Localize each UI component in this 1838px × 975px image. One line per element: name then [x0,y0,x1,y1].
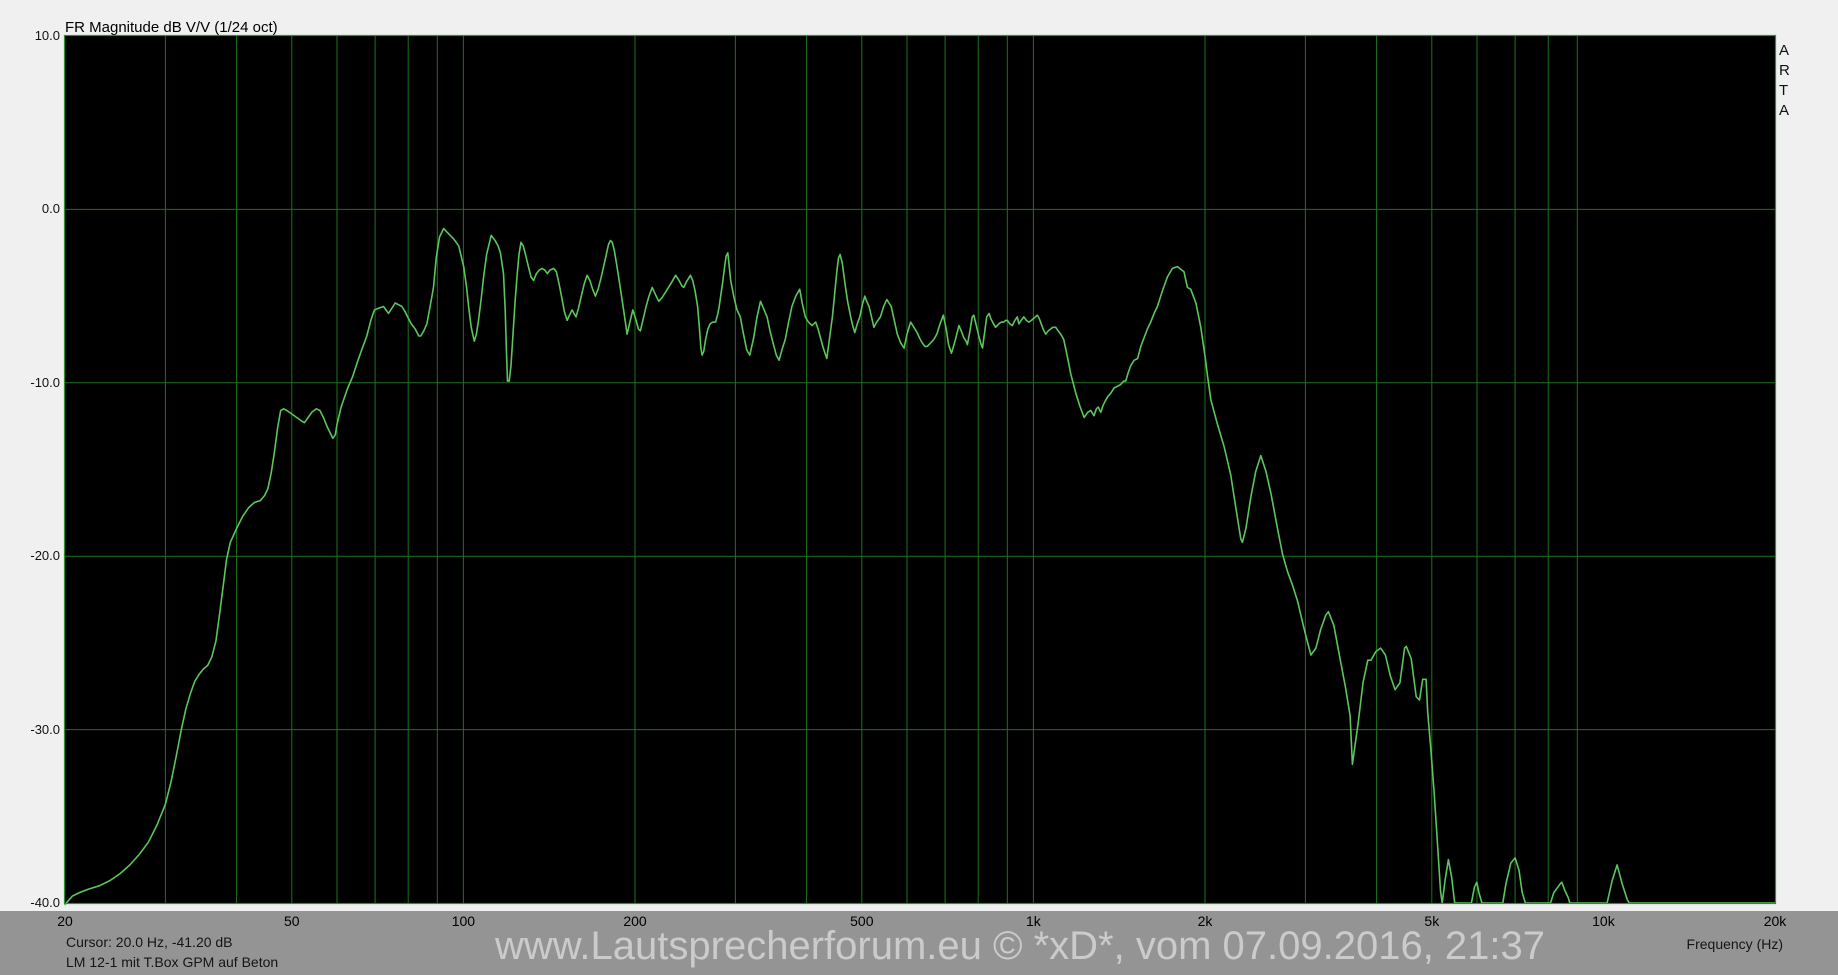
y-tick-label: -20.0 [30,548,60,564]
arta-letter: R [1779,62,1790,79]
x-tick-label: 100 [451,913,476,929]
watermark: www.Lautsprecherforum.eu © *xD*, vom 07.… [494,924,1546,968]
x-tick-label: 2k [1197,913,1213,929]
plot-border [63,34,1777,905]
overlay-name: LM 12-1 mit T.Box GPM auf Beton [66,954,279,970]
y-tick-label: -40.0 [30,895,60,910]
x-tick-label: 20 [57,913,73,929]
arta-logo: A R T A [1779,41,1790,121]
y-tick-label: 10.0 [34,28,60,43]
plot-title: FR Magnitude dB V/V (1/24 oct) [65,19,278,36]
x-tick-label: 500 [850,913,874,929]
y-tick-label: -30.0 [30,721,60,737]
x-tick-label: 20k [1763,913,1787,929]
fr-curve [64,227,1776,906]
x-tick-label: 5k [1424,913,1440,929]
arta-letter: A [1779,102,1790,119]
x-axis-title: Frequency (Hz) [1686,936,1783,952]
x-tick-label: 10k [1592,913,1615,929]
y-tick-label: 0.0 [41,201,60,217]
cursor-readout: Cursor: 20.0 Hz, -41.20 dB [66,934,233,950]
plot-background [65,36,1775,903]
x-tick-label: 50 [284,913,300,929]
arta-letter: T [1779,82,1789,99]
arta-letter: A [1779,42,1790,59]
y-tick-label: -10.0 [30,374,60,390]
bottom-strip [0,911,1838,975]
x-tick-label: 200 [623,913,647,929]
x-tick-label: 1k [1026,913,1041,929]
